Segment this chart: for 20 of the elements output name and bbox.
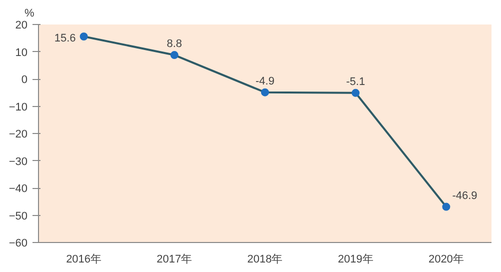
x-tick-label: 2018年 [247, 254, 283, 266]
y-tick-label: −10 [8, 101, 28, 114]
y-tick-label: −20 [8, 128, 28, 140]
y-tick-label: −50 [8, 210, 28, 222]
data-label: 8.8 [166, 38, 182, 50]
data-label: -46.9 [452, 190, 478, 202]
data-label: -4.9 [256, 75, 274, 88]
y-tick-label: 20 [15, 20, 28, 32]
data-label: 15.6 [54, 32, 76, 44]
y-tick-label: 0 [21, 74, 28, 86]
y-axis-title: % [24, 8, 34, 20]
y-tick-label: 10 [15, 46, 28, 59]
data-label: -5.1 [346, 76, 366, 88]
y-tick-label: −60 [8, 238, 28, 250]
x-tick-label: 2019年 [338, 254, 374, 266]
x-tick-label: 2016年 [66, 254, 102, 266]
y-tick-label: −40 [8, 183, 28, 195]
y-tick-label: −30 [8, 156, 28, 168]
x-tick-label: 2020年 [428, 254, 464, 266]
x-tick-label: 2017年 [156, 254, 192, 266]
